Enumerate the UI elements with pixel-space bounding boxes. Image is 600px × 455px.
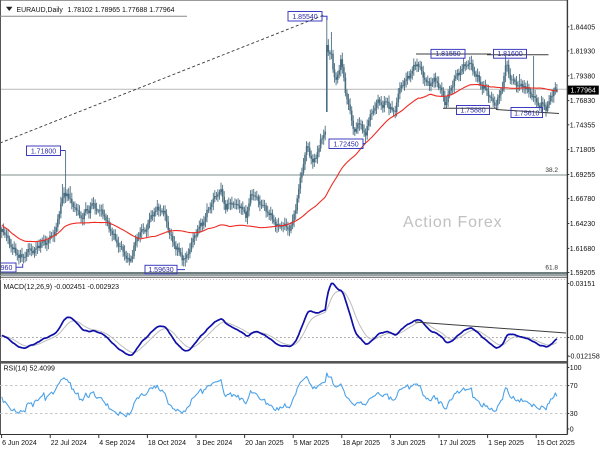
svg-text:1.81550: 1.81550 (435, 51, 460, 58)
svg-text:4 Sep 2024: 4 Sep 2024 (99, 440, 135, 447)
svg-text:38.2: 38.2 (545, 167, 558, 174)
svg-text:Action Forex: Action Forex (403, 214, 502, 231)
svg-text:0.03151: 0.03151 (570, 281, 595, 288)
svg-text:MACD(12,26,9) -0.002451 -0.002: MACD(12,26,9) -0.002451 -0.002923 (4, 284, 120, 291)
svg-text:1.59205: 1.59205 (570, 270, 595, 277)
svg-text:1.59630: 1.59630 (148, 267, 173, 274)
svg-text:1.79380: 1.79380 (570, 73, 595, 80)
svg-text:1.81930: 1.81930 (570, 48, 595, 55)
svg-text:0: 0 (570, 427, 574, 434)
svg-text:1.78102 1.78965 1.77688 1.7796: 1.78102 1.78965 1.77688 1.77964 (68, 7, 175, 14)
svg-text:6 Jun 2024: 6 Jun 2024 (2, 440, 37, 447)
svg-text:1.66780: 1.66780 (570, 196, 595, 203)
svg-text:EURAUD,Daily: EURAUD,Daily (17, 7, 64, 14)
svg-text:1.85540: 1.85540 (292, 14, 317, 21)
svg-text:1.81600: 1.81600 (497, 51, 522, 58)
svg-text:20 Jan 2025: 20 Jan 2025 (245, 440, 284, 447)
svg-text:1.69255: 1.69255 (570, 172, 595, 179)
svg-text:1.71800: 1.71800 (31, 149, 56, 156)
svg-text:61.8: 61.8 (545, 265, 558, 272)
svg-text:1.76830: 1.76830 (570, 98, 595, 105)
svg-text:5 Mar 2025: 5 Mar 2025 (294, 440, 330, 447)
svg-text:0.00: 0.00 (570, 335, 584, 342)
svg-text:1.71805: 1.71805 (570, 147, 595, 154)
svg-text:1.61680: 1.61680 (570, 246, 595, 253)
svg-text:3 Dec 2024: 3 Dec 2024 (197, 440, 233, 447)
svg-text:1 Sep 2025: 1 Sep 2025 (488, 440, 524, 447)
svg-text:1.74355: 1.74355 (570, 122, 595, 129)
svg-text:1.75880: 1.75880 (460, 108, 485, 115)
svg-text:70: 70 (570, 383, 578, 390)
svg-text:18 Apr 2025: 18 Apr 2025 (342, 440, 380, 447)
svg-text:1.84405: 1.84405 (570, 24, 595, 31)
svg-text:1.77964: 1.77964 (571, 88, 596, 95)
svg-text:100: 100 (570, 365, 582, 372)
svg-text:18 Oct 2024: 18 Oct 2024 (148, 440, 186, 447)
svg-text:15 Oct 2025: 15 Oct 2025 (537, 440, 575, 447)
svg-text:RSI(14) 52.4099: RSI(14) 52.4099 (4, 366, 55, 373)
svg-text:-0.012158: -0.012158 (568, 354, 600, 361)
svg-text:960: 960 (1, 265, 13, 272)
svg-text:3 Jun 2025: 3 Jun 2025 (391, 440, 426, 447)
svg-text:1.64230: 1.64230 (570, 221, 595, 228)
svg-text:22 Jul 2024: 22 Jul 2024 (51, 440, 87, 447)
svg-text:30: 30 (570, 411, 578, 418)
svg-text:1.72450: 1.72450 (333, 142, 358, 149)
svg-text:17 Jul 2025: 17 Jul 2025 (440, 440, 476, 447)
svg-text:1.75610: 1.75610 (514, 111, 539, 118)
